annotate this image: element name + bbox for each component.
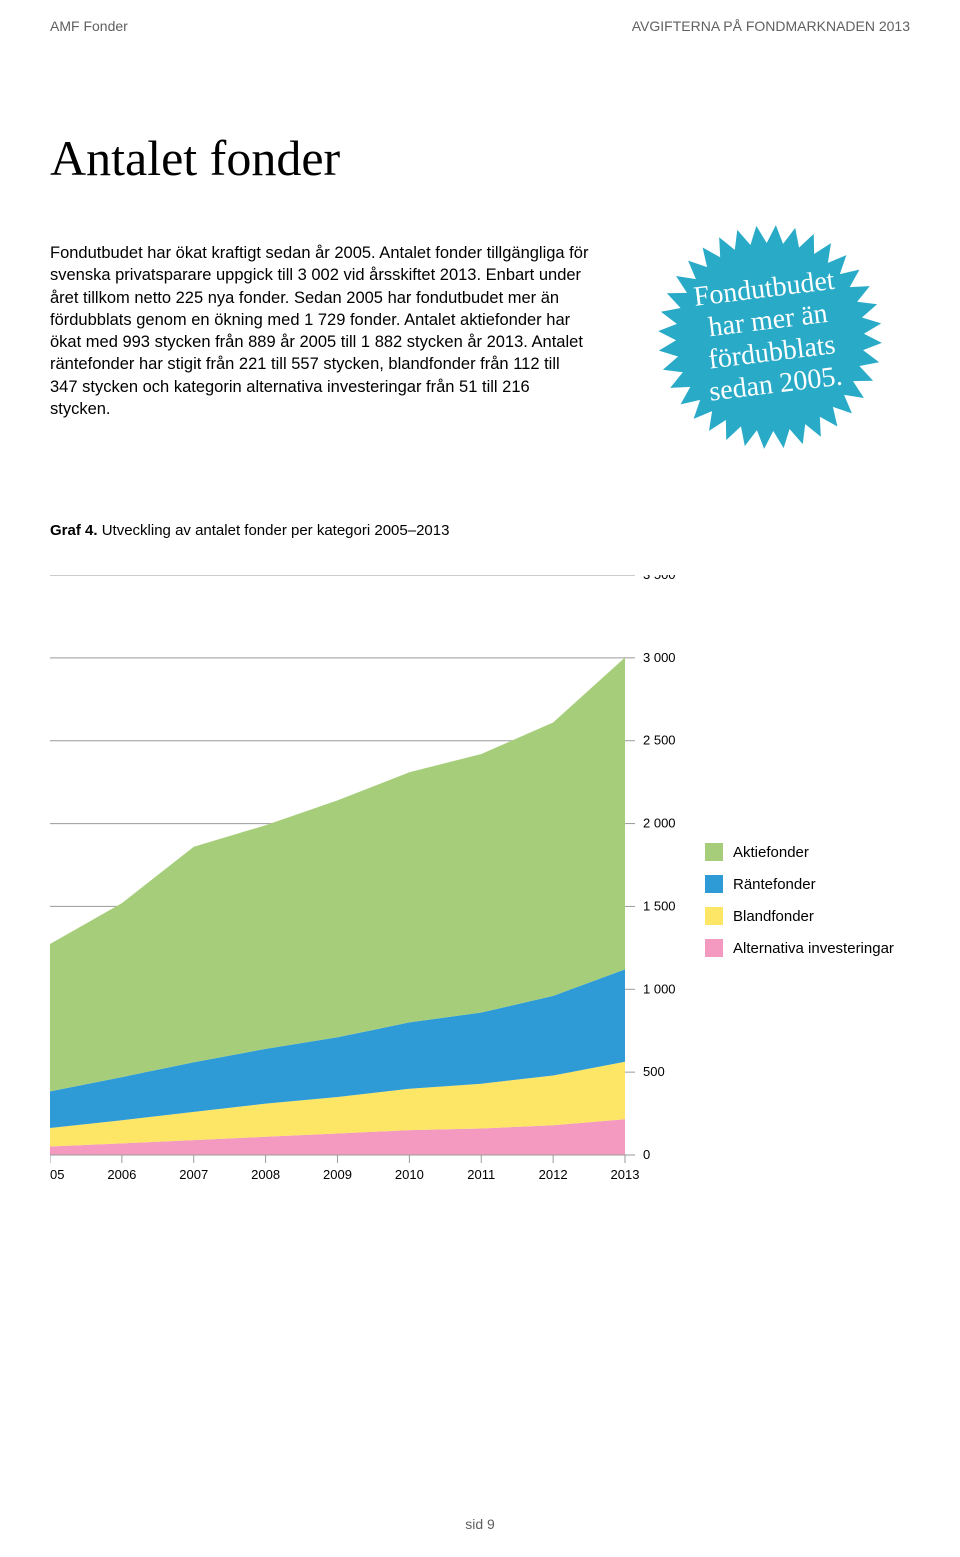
- x-tick-label: 2009: [323, 1167, 352, 1182]
- page-footer: sid 9: [0, 1516, 960, 1532]
- x-tick-label: 2007: [179, 1167, 208, 1182]
- legend-item-bland: Blandfonder: [705, 907, 894, 925]
- chart-caption: Graf 4. Utveckling av antalet fonder per…: [50, 522, 910, 539]
- y-tick-label: 1 500: [643, 898, 676, 913]
- page-title: Antalet fonder: [50, 129, 910, 187]
- legend-label: Aktiefonder: [733, 844, 809, 861]
- y-tick-label: 0: [643, 1147, 650, 1162]
- header-left: AMF Fonder: [50, 18, 128, 34]
- legend-swatch: [705, 907, 723, 925]
- chart-caption-label: Graf 4.: [50, 522, 98, 539]
- legend-label: Alternativa investeringar: [733, 940, 894, 957]
- legend-item-alt: Alternativa investeringar: [705, 939, 894, 957]
- chart-svg: 0 500 1 000 1 500 2 000 2 500 3 000 3 500 2005 20…: [50, 575, 681, 1207]
- chart-caption-text: Utveckling av antalet fonder per kategor…: [102, 522, 450, 539]
- legend-label: Blandfonder: [733, 908, 814, 925]
- y-tick-label: 3 500: [643, 575, 676, 582]
- legend-label: Räntefonder: [733, 876, 816, 893]
- x-tick-label: 2013: [611, 1167, 640, 1182]
- x-tick-label: 2008: [251, 1167, 280, 1182]
- x-tick-label: 2012: [539, 1167, 568, 1182]
- legend-swatch: [705, 939, 723, 957]
- area-chart: 0 500 1 000 1 500 2 000 2 500 3 000 3 500 2005 20…: [50, 575, 681, 1207]
- legend-swatch: [705, 843, 723, 861]
- x-tick-label: 2011: [467, 1167, 495, 1182]
- x-tick-label: 2006: [107, 1167, 136, 1182]
- x-tick-label: 2005: [50, 1167, 64, 1182]
- y-tick-label: 3 000: [643, 650, 676, 665]
- legend-item-aktie: Aktiefonder: [705, 843, 894, 861]
- body-text: Fondutbudet har ökat kraftigt sedan år 2…: [50, 242, 590, 420]
- y-tick-label: 2 500: [643, 733, 676, 748]
- chart-legend: Aktiefonder Räntefonder Blandfonder Alterna…: [705, 843, 894, 971]
- y-tick-label: 1 000: [643, 981, 676, 996]
- x-tick-label: 2010: [395, 1167, 424, 1182]
- badge-text: Fondutbudet har mer än fördubblats sedan…: [642, 209, 898, 465]
- header-right: AVGIFTERNA PÅ FONDMARKNADEN 2013: [632, 18, 910, 34]
- y-tick-label: 2 000: [643, 816, 676, 831]
- legend-item-rante: Räntefonder: [705, 875, 894, 893]
- legend-swatch: [705, 875, 723, 893]
- callout-badge: Fondutbudet har mer än fördubblats sedan…: [642, 209, 898, 465]
- y-tick-label: 500: [643, 1064, 665, 1079]
